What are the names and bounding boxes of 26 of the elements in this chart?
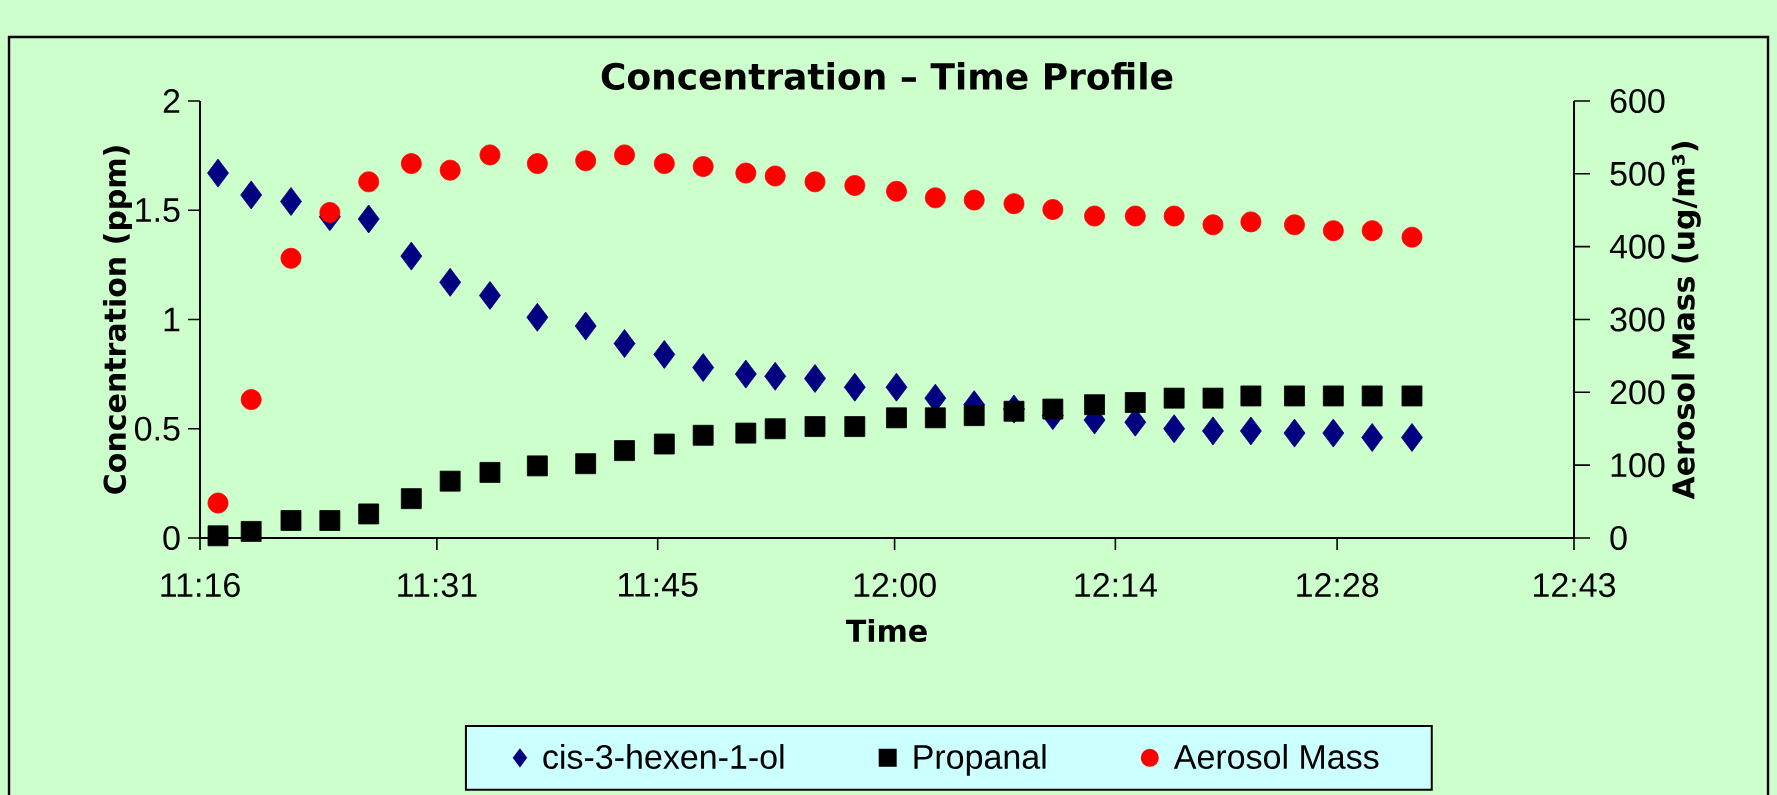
y2-tick-label: 100 <box>1611 453 1665 478</box>
x-tick-label: 12:14 <box>1075 573 1157 597</box>
y2-tick-label: 500 <box>1610 161 1665 186</box>
y-tick-label: 0.5 <box>134 416 180 441</box>
y2-tick-label: 400 <box>1609 234 1665 259</box>
y-tick-label: 1.5 <box>136 198 180 223</box>
x-tick-label: 12:43 <box>1534 573 1616 598</box>
chart-title: Concentration – Time Profile <box>601 62 1173 90</box>
y-tick-label: 2 <box>163 89 180 113</box>
legend-label: cis-3-hexen-1-ol <box>543 744 784 769</box>
y2-tick-label: 600 <box>1610 88 1665 114</box>
x-axis-title: Time <box>845 618 927 643</box>
x-tick-label: 11:45 <box>619 573 698 597</box>
y2-tick-label: 200 <box>1610 380 1665 405</box>
y-tick-label: 0 <box>163 525 180 551</box>
y-axis-title: Concentration (ppm) <box>102 146 132 494</box>
y-tick-label: 1 <box>164 307 180 332</box>
x-tick-label: 11:31 <box>398 573 477 598</box>
x-tick-label: 12:00 <box>854 573 936 598</box>
x-tick-label: 12:28 <box>1297 573 1379 598</box>
y2-tick-label: 300 <box>1610 307 1665 332</box>
legend-label: Propanal <box>914 744 1046 776</box>
y2-tick-label: 0 <box>1610 525 1627 551</box>
legend-label: Aerosol Mass <box>1173 744 1379 769</box>
y2-axis-title: Aerosol Mass (ug/m³) <box>1671 142 1701 500</box>
x-tick-label: 11:16 <box>161 573 240 598</box>
